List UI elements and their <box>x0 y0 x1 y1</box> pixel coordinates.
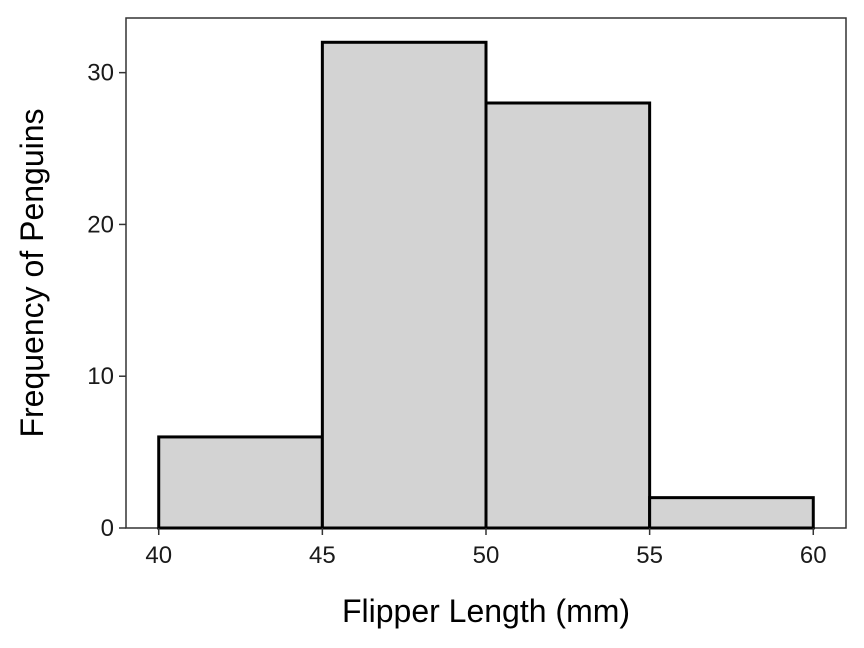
y-axis-title: Frequency of Penguins <box>14 108 50 437</box>
x-tick-label-60: 60 <box>800 542 827 569</box>
y-tick-label-10: 10 <box>87 363 114 390</box>
x-tick-label-55: 55 <box>636 542 663 569</box>
histogram-bar-3 <box>648 496 815 530</box>
y-tick-label-0: 0 <box>101 515 114 542</box>
x-axis: 40 45 50 55 60 <box>145 528 827 569</box>
histogram-bar-1 <box>320 40 488 530</box>
x-tick-label-50: 50 <box>473 542 500 569</box>
histogram-bar-0 <box>157 435 324 530</box>
bars-group <box>157 40 815 530</box>
y-axis: 0 10 20 30 <box>87 60 126 542</box>
x-axis-title: Flipper Length (mm) <box>342 593 630 629</box>
x-tick-label-40: 40 <box>145 542 172 569</box>
x-tick-label-45: 45 <box>309 542 336 569</box>
y-tick-label-30: 30 <box>87 60 114 87</box>
y-tick-label-20: 20 <box>87 211 114 238</box>
histogram-bar-2 <box>484 101 652 530</box>
